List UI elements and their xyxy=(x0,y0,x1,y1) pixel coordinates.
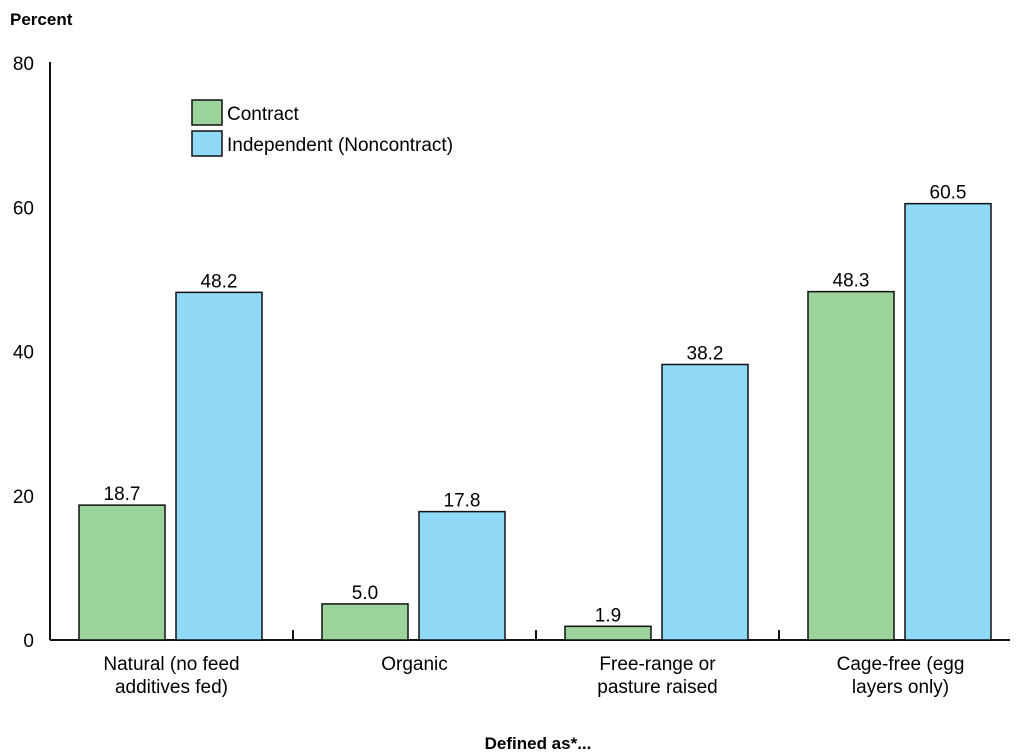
data-label: 1.9 xyxy=(595,605,621,626)
category-label: layers only) xyxy=(852,677,949,698)
bar xyxy=(904,202,992,641)
legend-swatch xyxy=(191,130,223,157)
category-label: additives fed) xyxy=(115,677,228,698)
legend: Contract Independent (Noncontract) xyxy=(191,99,453,157)
legend-swatch xyxy=(191,99,223,126)
x-axis-title: Defined as*... xyxy=(485,734,592,753)
bar xyxy=(661,363,749,641)
y-tick-label: 0 xyxy=(23,631,34,652)
category-label: Cage-free (egg xyxy=(837,654,965,675)
category-label: pasture raised xyxy=(597,677,717,698)
y-tick-label: 60 xyxy=(13,198,34,219)
bar xyxy=(321,603,409,641)
category-label: Free-range or xyxy=(599,654,716,675)
bar xyxy=(78,504,166,641)
y-tick-label: 20 xyxy=(13,487,34,508)
value-labels: 18.7 5.0 1.9 48.3 48.2 17.8 38.2 60.5 xyxy=(104,183,967,627)
bar xyxy=(807,290,895,641)
data-label: 17.8 xyxy=(444,491,481,512)
data-label: 48.3 xyxy=(833,271,870,292)
bars xyxy=(78,202,992,641)
y-tick-label: 40 xyxy=(13,343,34,364)
data-label: 5.0 xyxy=(352,583,378,604)
bar xyxy=(564,625,652,641)
bar xyxy=(418,510,506,641)
legend-label: Independent (Noncontract) xyxy=(227,135,453,156)
data-label: 48.2 xyxy=(201,271,238,292)
y-axis-title: Percent xyxy=(10,10,73,29)
y-tick-label: 80 xyxy=(13,54,34,75)
category-label: Organic xyxy=(381,654,448,675)
y-tick-labels: 0 20 40 60 80 xyxy=(13,54,34,652)
data-label: 18.7 xyxy=(104,484,141,505)
category-label: Natural (no feed xyxy=(103,654,239,675)
data-label: 60.5 xyxy=(930,183,967,204)
legend-label: Contract xyxy=(227,104,300,125)
data-label: 38.2 xyxy=(687,343,724,364)
bar xyxy=(175,291,263,641)
